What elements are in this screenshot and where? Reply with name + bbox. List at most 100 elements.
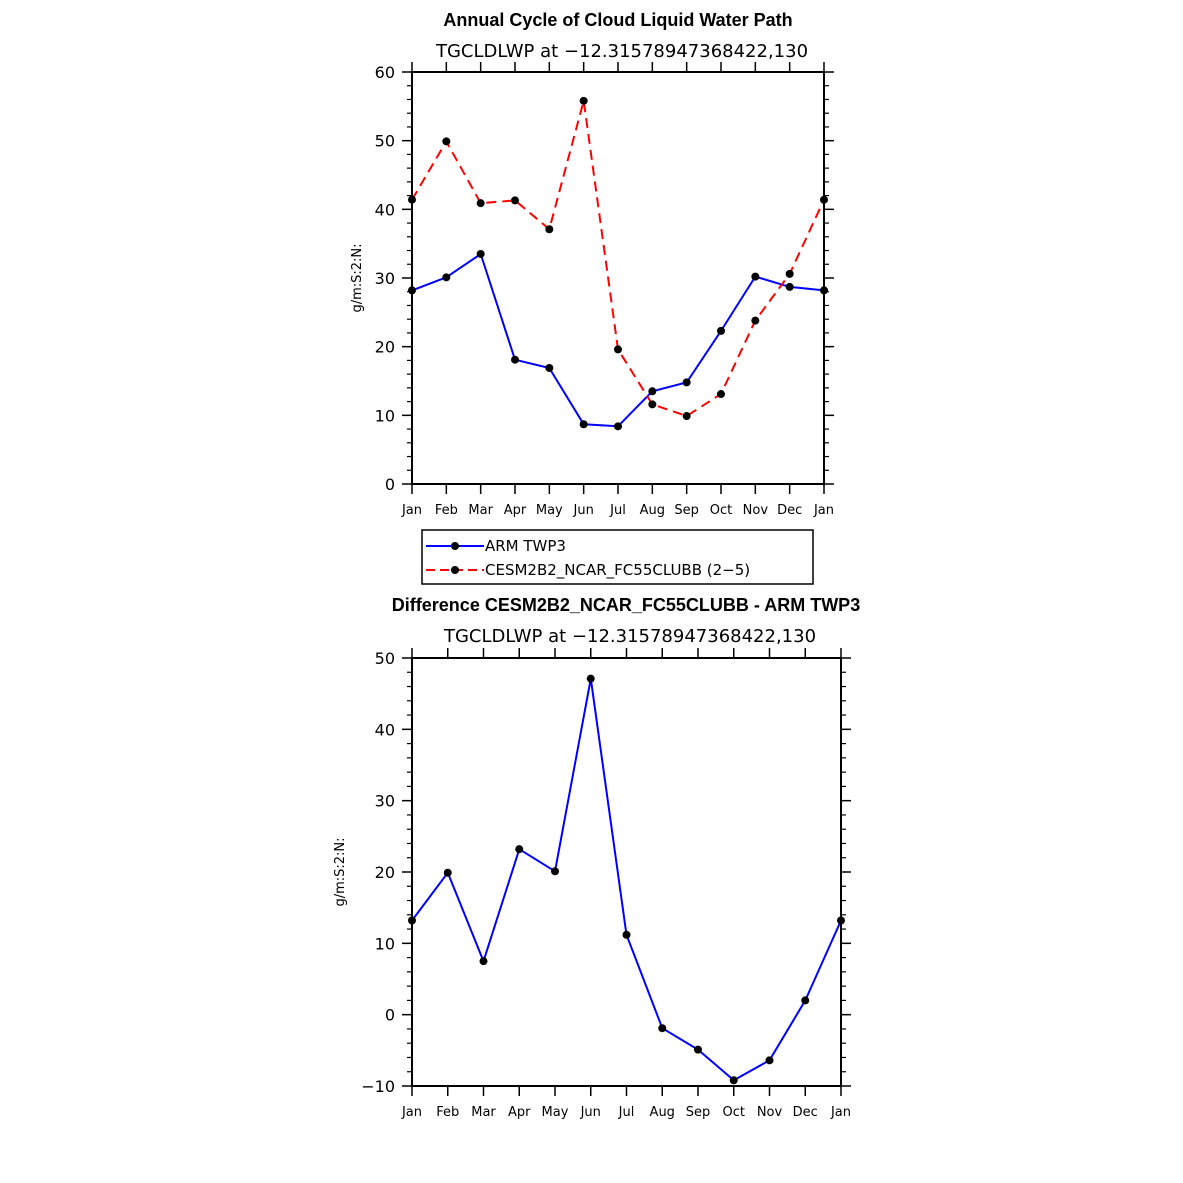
- y-tick-label: −10: [361, 1077, 395, 1096]
- y-tick-label: 30: [375, 792, 395, 811]
- y-tick-label: 60: [375, 63, 395, 82]
- y-axis-label: g/m:S:2:N:: [333, 837, 348, 906]
- y-tick-label: 0: [385, 1006, 395, 1025]
- legend-label-arm: ARM TWP3: [485, 537, 566, 555]
- y-tick-labels: −10 0 10 20 30 40 50: [361, 649, 395, 1096]
- data-point: [717, 326, 725, 335]
- y-tick-label: 50: [375, 132, 395, 151]
- data-point: [442, 273, 451, 282]
- y-tick-label: 50: [375, 649, 395, 668]
- x-tick-label: Dec: [777, 503, 802, 518]
- x-tick-label: Jan: [830, 1105, 851, 1120]
- x-tick-label: Jan: [813, 503, 834, 518]
- data-point: [682, 412, 691, 421]
- x-tick-labels: Jan Feb Mar Apr May Jun Jul Aug Sep Oct Nov Dec Jan: [401, 1105, 851, 1120]
- data-point: [511, 355, 519, 364]
- series-lines: [408, 96, 828, 431]
- y-tick-label: 20: [375, 863, 395, 882]
- data-point: [443, 868, 452, 877]
- chart-subtitle: TGCLDLWP at −12.31578947368422,130: [435, 41, 808, 62]
- data-point: [479, 957, 488, 966]
- y-tick-label: 10: [375, 934, 395, 953]
- x-tick-label: Nov: [757, 1105, 783, 1120]
- data-point: [682, 378, 691, 387]
- y-tick-label: 40: [375, 200, 395, 219]
- data-point: [442, 137, 451, 146]
- x-tick-label: Dec: [793, 1105, 818, 1120]
- difference-chart: Difference CESM2B2_NCAR_FC55CLUBB - ARM …: [333, 595, 860, 1120]
- legend: ARM TWP3 CESM2B2_NCAR_FC55CLUBB (2−5): [421, 529, 814, 585]
- x-tick-label: Nov: [743, 503, 769, 518]
- x-tick-label: Aug: [640, 503, 665, 518]
- data-point: [476, 199, 485, 208]
- series-line: [411, 253, 825, 428]
- y-tick-label: 20: [375, 338, 395, 357]
- x-tick-label: Jan: [401, 503, 422, 518]
- x-tick-label: Jun: [573, 503, 594, 518]
- legend-box: [421, 529, 814, 585]
- data-point: [511, 196, 519, 205]
- data-point: [476, 249, 485, 258]
- axis-ticks: [402, 648, 851, 1096]
- plot-frame: [411, 657, 842, 1087]
- series-line: [411, 677, 842, 1082]
- data-point: [579, 420, 588, 429]
- data-point: [751, 316, 760, 325]
- y-tick-label: 10: [375, 406, 395, 425]
- data-point: [648, 387, 657, 396]
- data-point: [820, 195, 828, 204]
- data-point: [408, 195, 416, 204]
- x-tick-label: Jan: [401, 1105, 422, 1120]
- data-point: [785, 269, 794, 278]
- x-tick-label: Sep: [674, 503, 699, 518]
- data-point: [801, 996, 810, 1005]
- data-point: [579, 96, 588, 105]
- data-point: [408, 286, 416, 295]
- legend-label-cesm: CESM2B2_NCAR_FC55CLUBB (2−5): [485, 561, 750, 580]
- x-tick-label: Apr: [504, 503, 527, 518]
- x-tick-label: Feb: [436, 1105, 459, 1120]
- data-point: [614, 345, 622, 354]
- chart-subtitle: TGCLDLWP at −12.31578947368422,130: [443, 626, 816, 647]
- y-axis-label: g/m:S:2:N:: [350, 243, 365, 312]
- x-tick-label: Jul: [609, 503, 626, 518]
- x-tick-labels: Jan Feb Mar Apr May Jun Jul Aug Sep Oct Nov Dec Jan: [401, 503, 834, 518]
- x-tick-label: Jul: [618, 1105, 635, 1120]
- x-tick-label: Mar: [471, 1105, 496, 1120]
- x-tick-label: May: [542, 1105, 569, 1120]
- data-point: [586, 674, 595, 683]
- data-point: [658, 1024, 667, 1033]
- data-point: [622, 930, 631, 939]
- data-point: [717, 390, 725, 399]
- data-point: [614, 422, 622, 431]
- data-point: [729, 1076, 738, 1085]
- data-point: [820, 286, 828, 295]
- data-point: [515, 845, 524, 854]
- x-tick-label: Oct: [723, 1105, 745, 1120]
- y-tick-labels: 0 10 20 30 40 50 60: [375, 63, 395, 494]
- y-tick-label: 30: [375, 269, 395, 288]
- data-point: [648, 400, 657, 409]
- data-point: [408, 916, 416, 925]
- legend-marker-arm: [451, 542, 459, 550]
- x-tick-label: Aug: [650, 1105, 675, 1120]
- x-tick-label: Oct: [710, 503, 732, 518]
- x-tick-label: Apr: [508, 1105, 531, 1120]
- data-point: [837, 916, 845, 925]
- chart-title: Difference CESM2B2_NCAR_FC55CLUBB - ARM …: [392, 595, 860, 615]
- series-lines: [408, 674, 845, 1085]
- legend-marker-cesm: [451, 566, 459, 574]
- y-tick-label: 40: [375, 720, 395, 739]
- y-tick-label: 0: [385, 475, 395, 494]
- x-tick-label: Jun: [580, 1105, 601, 1120]
- data-point: [751, 272, 760, 281]
- chart-title: Annual Cycle of Cloud Liquid Water Path: [443, 10, 792, 30]
- annual-cycle-chart: Annual Cycle of Cloud Liquid Water Path …: [350, 10, 834, 585]
- data-point: [551, 867, 559, 876]
- data-point: [765, 1056, 774, 1065]
- data-point: [694, 1045, 702, 1054]
- x-tick-label: May: [536, 503, 563, 518]
- data-point: [545, 225, 554, 234]
- data-point: [545, 363, 554, 372]
